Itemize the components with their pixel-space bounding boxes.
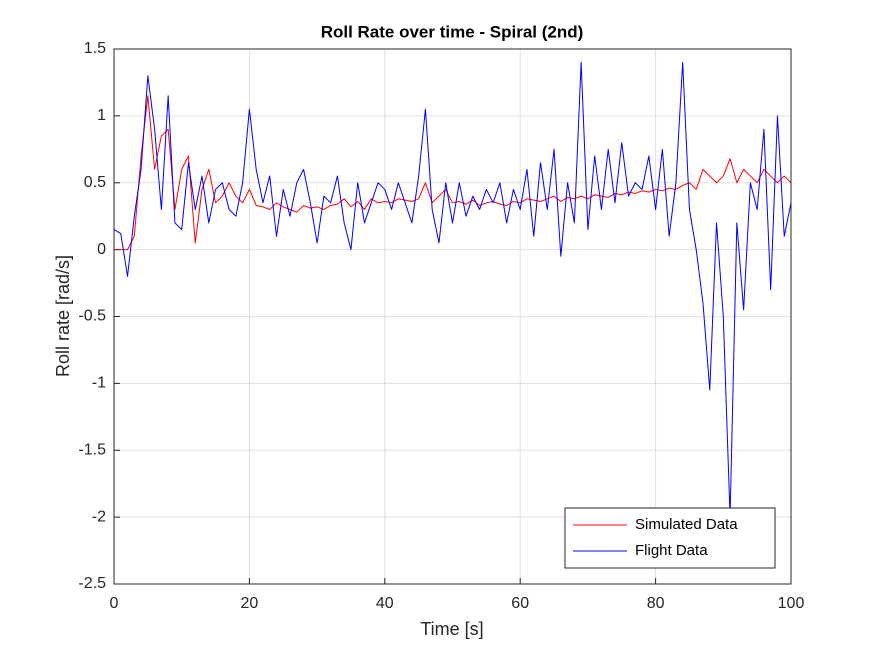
y-tick-label: -0.5 <box>78 308 106 325</box>
x-tick-label: 80 <box>647 595 665 612</box>
y-tick-label: -2 <box>92 508 106 525</box>
chart-title: Roll Rate over time - Spiral (2nd) <box>321 22 584 41</box>
y-tick-label: 1.5 <box>84 40 106 57</box>
legend-label: Simulated Data <box>635 516 738 533</box>
y-tick-label: -2.5 <box>78 575 106 592</box>
y-axis-label: Roll rate [rad/s] <box>53 255 73 377</box>
y-tick-label: -1.5 <box>78 441 106 458</box>
x-tick-label: 40 <box>376 595 394 612</box>
legend-label: Flight Data <box>635 542 708 559</box>
legend-box <box>564 507 776 569</box>
x-tick-label: 20 <box>241 595 259 612</box>
data-line <box>114 61 791 518</box>
plot-frame <box>113 48 792 585</box>
x-tick-label: 100 <box>778 595 805 612</box>
y-tick-label: 0.5 <box>84 174 106 191</box>
data-line <box>114 95 791 251</box>
x-tick-label: 0 <box>110 595 119 612</box>
x-tick-label: 60 <box>511 595 529 612</box>
x-axis-label: Time [s] <box>420 619 483 639</box>
y-tick-label: 1 <box>97 107 106 124</box>
y-tick-label: -1 <box>92 375 106 392</box>
y-tick-label: 0 <box>97 241 106 258</box>
